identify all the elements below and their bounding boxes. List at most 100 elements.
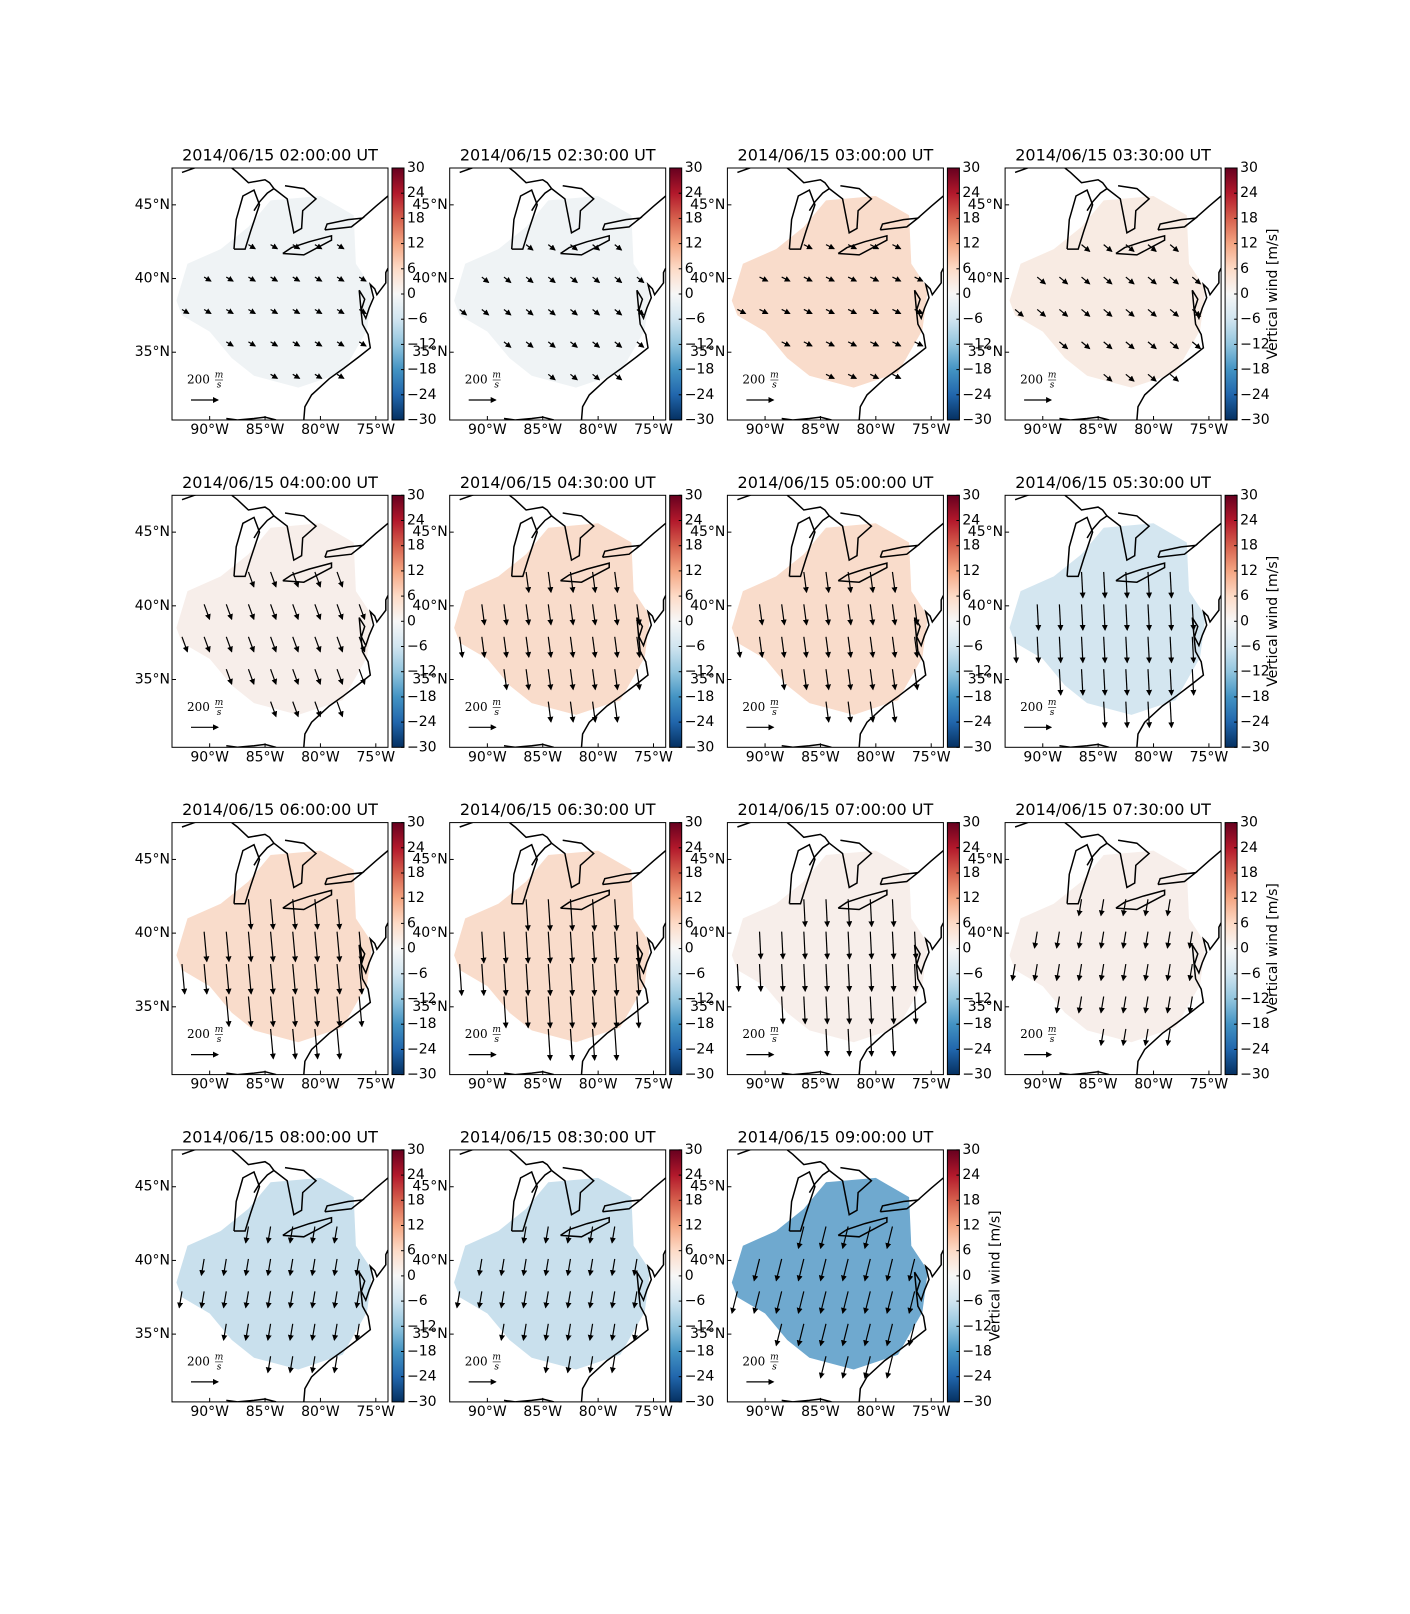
colorbar-tick-label: 12 <box>685 563 703 579</box>
wind-arrow <box>1147 309 1157 317</box>
wind-arrow <box>287 1226 294 1244</box>
wind-arrow <box>336 275 345 282</box>
wind-arrow <box>358 996 365 1028</box>
wind-arrow <box>336 340 345 347</box>
wind-arrow <box>591 669 598 691</box>
colorbar-tick-label: −6 <box>407 1293 428 1309</box>
panel-title: 2014/06/15 08:30:00 UT <box>460 1127 656 1146</box>
wind-arrow <box>801 964 808 993</box>
wind-arrow <box>863 1323 871 1347</box>
panel-title: 2014/06/15 09:00:00 UT <box>738 1127 934 1146</box>
coastline <box>1066 843 1094 905</box>
wind-arrow <box>358 308 367 315</box>
quiver-key-unit-den: s <box>217 708 222 718</box>
wind-arrow <box>1169 276 1180 285</box>
map-panel: 2014/06/15 02:00:00 UT 90°W 85°W 80°W 75°W 35… <box>135 146 437 439</box>
wind-arrow <box>314 636 322 653</box>
wind-arrow <box>803 243 813 250</box>
wind-arrow <box>913 636 920 659</box>
wind-arrow <box>891 604 898 626</box>
wind-arrow <box>502 931 509 964</box>
colorbar-tick-label: 0 <box>962 941 971 957</box>
wind-arrow <box>332 1323 339 1341</box>
wind-arrow <box>1169 373 1180 382</box>
quiver-key-unit-den: s <box>217 1362 222 1372</box>
colorbar-tick-label: −30 <box>685 1394 715 1410</box>
wind-arrow <box>310 1258 316 1277</box>
coastline <box>560 889 610 911</box>
wind-arrow <box>547 276 556 284</box>
quiver-key-value: 200 <box>1020 1027 1043 1041</box>
wind-arrow <box>1076 963 1083 982</box>
x-tick-label: 90°W <box>746 1404 785 1420</box>
map-panel: 2014/06/15 06:30:00 UT 90°W 85°W 80°W 75°W 35… <box>412 800 714 1093</box>
colorbar-tick-label: −24 <box>685 1369 715 1385</box>
colorbar-tick-label: −24 <box>407 1041 437 1057</box>
wind-arrow <box>613 701 620 723</box>
coastline <box>1195 850 1222 874</box>
wind-arrow <box>870 373 880 379</box>
y-tick-label: 35°N <box>690 999 725 1015</box>
wind-arrow <box>758 604 765 626</box>
coastline <box>253 1169 275 1193</box>
map-frame <box>726 1149 944 1403</box>
map-frame <box>449 494 667 748</box>
colorbar-tick-label: 18 <box>1240 865 1258 881</box>
wind-arrow <box>757 964 764 993</box>
colorbar-tick-label: −18 <box>407 362 437 378</box>
wind-arrow <box>863 1258 871 1282</box>
wind-arrow <box>287 1291 294 1309</box>
wind-arrow <box>547 571 554 594</box>
wind-arrow <box>336 899 343 930</box>
x-tick-label: 85°W <box>801 749 840 765</box>
wind-arrow <box>752 1291 761 1314</box>
coastline <box>879 1198 921 1213</box>
coastline <box>282 1216 333 1238</box>
y-tick-label: 45°N <box>690 524 725 540</box>
y-tick-label: 40°N <box>135 925 170 941</box>
map-area <box>730 1149 944 1402</box>
map-frame <box>171 494 389 748</box>
wind-arrow <box>892 308 902 315</box>
coastline <box>273 512 318 562</box>
colorbar-tick-label: 30 <box>407 487 425 503</box>
wind-arrow <box>781 341 791 347</box>
coastline <box>531 842 553 866</box>
coastline <box>828 184 873 234</box>
wind-arrow <box>1146 571 1153 599</box>
wind-arrow <box>336 373 345 379</box>
x-tick-label: 80°W <box>579 1077 618 1093</box>
colorbar-tick-label: −12 <box>962 991 992 1007</box>
wind-arrow <box>546 1028 553 1061</box>
wind-arrow <box>1168 669 1175 696</box>
colorbar-tick-label: 30 <box>962 815 980 831</box>
quiver-key-unit-den: s <box>1050 1035 1055 1045</box>
x-tick-label: 85°W <box>523 1077 562 1093</box>
wind-arrow <box>1165 996 1172 1014</box>
wind-arrow <box>847 636 854 659</box>
wind-arrow <box>225 964 232 995</box>
wind-arrow <box>1103 309 1113 317</box>
wind-arrow <box>591 996 598 1029</box>
wind-arrow <box>248 308 257 315</box>
x-tick-label: 75°W <box>912 422 951 438</box>
wind-arrow <box>525 669 532 691</box>
coastline <box>788 1170 816 1232</box>
wind-arrow <box>613 964 620 997</box>
colorbar-tick-label: −12 <box>407 991 437 1007</box>
wind-arrow <box>1146 701 1153 729</box>
wind-arrow <box>759 276 769 282</box>
wind-arrow <box>1098 931 1105 949</box>
colorbar-tick-label: 18 <box>407 1192 425 1208</box>
map-frame <box>1004 822 1222 1076</box>
wind-arrow <box>1125 373 1135 382</box>
wind-arrow <box>614 373 623 381</box>
wind-arrow <box>841 1226 849 1250</box>
wind-arrow <box>1165 931 1172 949</box>
wind-arrow <box>868 931 875 960</box>
wind-arrow <box>569 571 576 594</box>
colorbar-tick-label: −12 <box>685 336 715 352</box>
x-tick-label: 80°W <box>1134 749 1173 765</box>
wind-arrow <box>847 276 858 282</box>
colorbar-tick-label: −12 <box>685 991 715 1007</box>
